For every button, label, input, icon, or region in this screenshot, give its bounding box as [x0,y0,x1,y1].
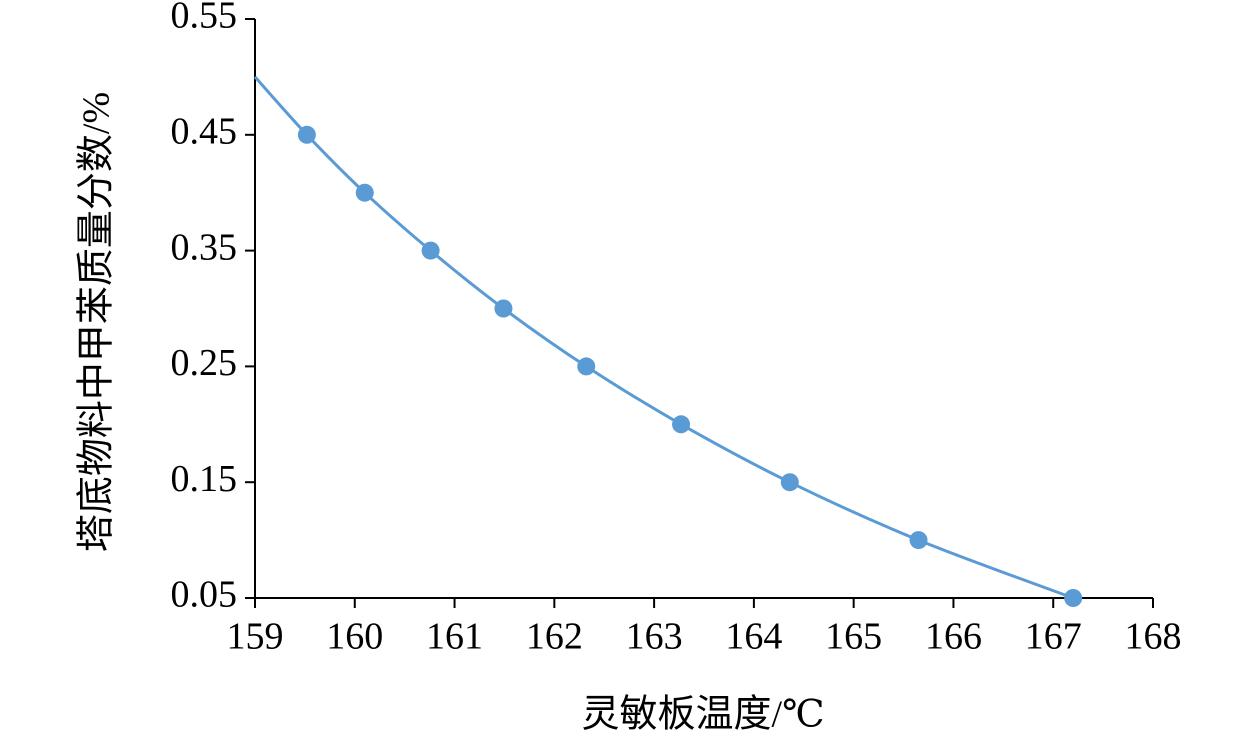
data-point [780,473,799,492]
x-axis-title: 灵敏板温度/℃ [581,694,824,736]
y-tick-label: 0.05 [171,574,238,616]
y-tick-label: 0.45 [171,111,238,153]
data-point [909,531,928,550]
x-tick-label: 165 [825,616,882,658]
x-tick-label: 167 [1025,616,1082,658]
y-tick-label: 0.35 [171,226,238,268]
y-tick-label: 0.25 [171,342,238,384]
trend-line [253,75,1074,600]
y-tick-label: 0.55 [171,0,238,37]
data-point [494,299,513,318]
x-tick-label: 164 [725,616,782,658]
x-tick-label: 168 [1125,616,1182,658]
data-point [421,241,440,260]
x-tick-label: 160 [326,616,383,658]
data-point [577,357,596,376]
x-tick-label: 161 [426,616,483,658]
x-tick-label: 166 [925,616,982,658]
data-point [297,125,316,144]
x-tick-label: 162 [526,616,583,658]
data-point [1064,589,1083,607]
data-point [672,415,691,434]
y-axis-title: 塔底物料中甲苯质量分数/% [76,92,118,552]
data-point [355,183,374,202]
x-tick-label: 163 [626,616,683,658]
y-tick-label: 0.15 [171,458,238,500]
x-tick-label: 159 [227,616,284,658]
